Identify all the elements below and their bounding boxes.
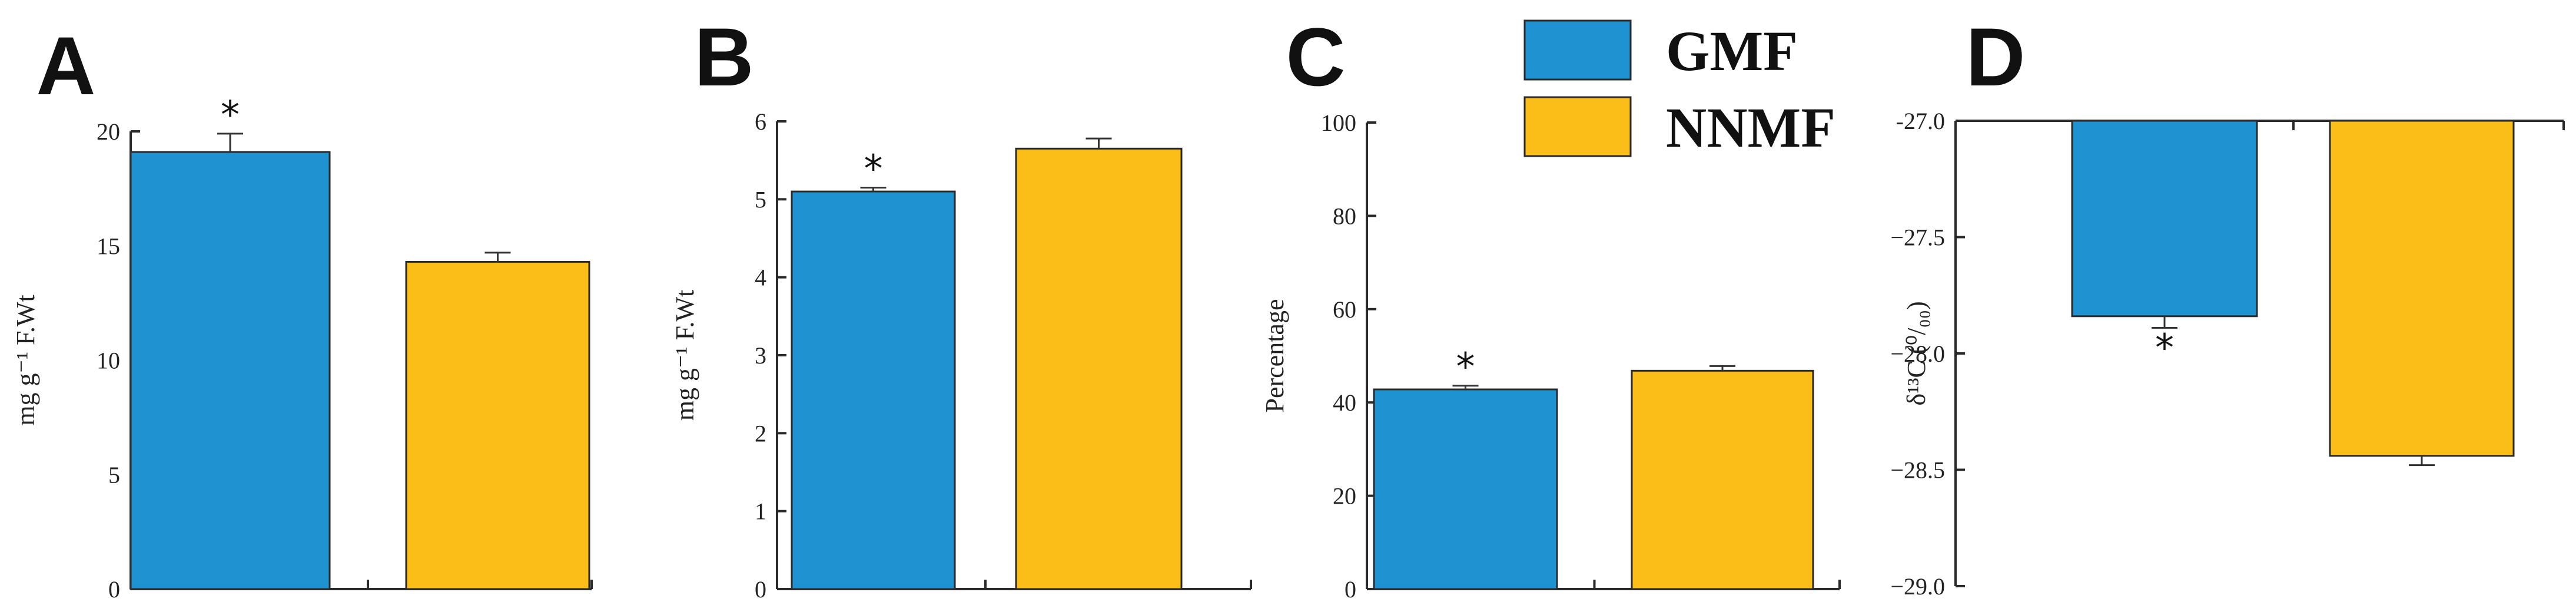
y-tick-label: −28.0 <box>1890 340 1945 367</box>
y-tick-label: 6 <box>755 108 766 135</box>
y-tick-label: 0 <box>108 576 120 603</box>
panel-b: B 0 1 2 3 4 5 6 mg g⁻¹ F.Wt * <box>670 11 1252 603</box>
y-tick-label: 20 <box>97 118 120 145</box>
legend-label-nnmf: NNMF <box>1666 96 1835 159</box>
bar-gmf <box>130 151 331 590</box>
y-tick-label: 3 <box>755 342 766 369</box>
bar-gmf <box>791 190 956 590</box>
y-tick-label: 5 <box>755 186 766 213</box>
bar-gmf <box>2071 120 2258 318</box>
y-tick-label: 10 <box>97 348 120 374</box>
panel-c: C 0 20 40 60 80 100 Percentage * <box>1260 11 1841 603</box>
y-tick-label: 0 <box>1345 576 1356 603</box>
y-tick-label: 0 <box>755 576 766 603</box>
significance-marker: * <box>221 94 240 137</box>
panel-letter: A <box>36 19 95 112</box>
panel-letter: C <box>1286 11 1345 103</box>
bar-nnmf <box>1631 369 1814 590</box>
panel-d: D -27.0 −27.5 −28.0 −28.5 −29.0 δ¹³C (⁰/₀₀) * <box>1890 11 2565 600</box>
y-tick-label: 1 <box>755 498 766 525</box>
y-tick-label: −29.0 <box>1890 573 1945 600</box>
y-tick-label: 100 <box>1321 110 1356 136</box>
panel-letter: B <box>694 11 753 103</box>
y-tick-label: −27.5 <box>1890 224 1945 251</box>
y-axis-label: δ¹³C (⁰/₀₀) <box>1902 301 1931 405</box>
y-axis-label: mg g⁻¹ F.Wt <box>670 290 699 421</box>
y-axis-label: mg g⁻¹ F.Wt <box>11 295 40 425</box>
bar-nnmf <box>405 260 590 590</box>
y-tick-label: 5 <box>108 462 120 488</box>
y-tick-label: −28.5 <box>1890 457 1945 484</box>
significance-marker: * <box>864 147 883 191</box>
significance-marker: * <box>1456 346 1475 389</box>
y-tick-label: 80 <box>1333 203 1356 229</box>
bar-gmf <box>1373 388 1558 590</box>
y-tick-label: 20 <box>1333 483 1356 510</box>
bar-nnmf <box>1015 147 1183 590</box>
legend-swatch-nnmf <box>1523 96 1632 157</box>
y-tick-label: 40 <box>1333 389 1356 416</box>
legend-swatch-gmf <box>1523 19 1632 81</box>
y-tick-label: 4 <box>755 264 766 291</box>
legend-label-gmf: GMF <box>1666 19 1798 82</box>
significance-marker: * <box>2155 327 2174 371</box>
y-tick-label: 15 <box>97 233 120 259</box>
y-axis-label: Percentage <box>1260 299 1289 413</box>
y-tick-label: 2 <box>755 420 766 447</box>
y-tick-label: -27.0 <box>1896 108 1945 134</box>
panel-a: A 0 5 10 15 20 mg g⁻¹ F.Wt * <box>11 19 593 603</box>
panel-letter: D <box>1966 11 2025 103</box>
bar-nnmf <box>2329 120 2515 457</box>
legend: GMF NNMF <box>1523 19 1835 159</box>
y-tick-label: 60 <box>1333 296 1356 323</box>
